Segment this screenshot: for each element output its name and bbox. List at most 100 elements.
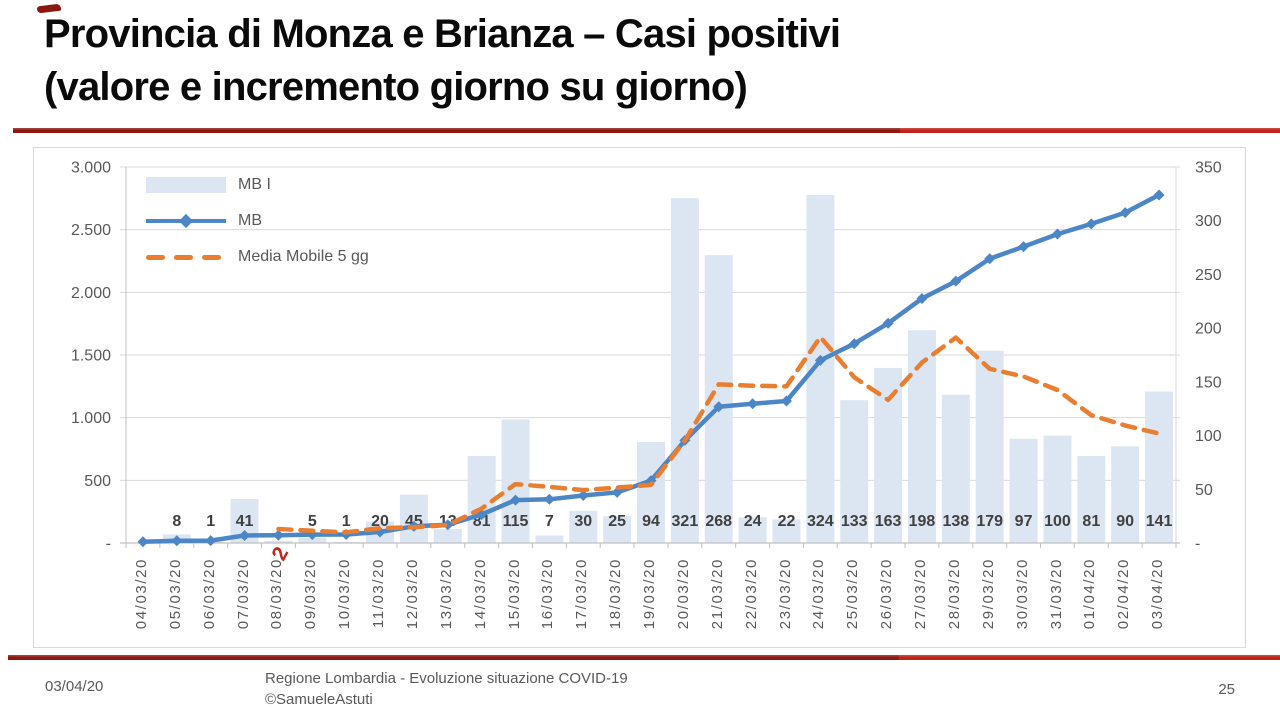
x-axis-date-label: 03/04/20 — [1149, 558, 1167, 630]
svg-text:133: 133 — [841, 513, 868, 530]
x-axis-date-label: 18/03/20 — [607, 558, 625, 630]
chart-area: 8141512045138111573025943212682422324133… — [33, 147, 1246, 648]
svg-text:50: 50 — [1195, 482, 1213, 499]
svg-text:41: 41 — [236, 513, 254, 530]
svg-text:-: - — [106, 536, 111, 553]
x-axis-date-label: 13/03/20 — [437, 558, 455, 630]
legend-label: MB — [238, 212, 262, 229]
svg-text:100: 100 — [1044, 513, 1071, 530]
svg-text:321: 321 — [672, 513, 699, 530]
svg-text:81: 81 — [1082, 513, 1100, 530]
x-axis-date-label: 09/03/20 — [302, 558, 320, 630]
svg-text:250: 250 — [1195, 267, 1222, 284]
svg-text:24: 24 — [744, 513, 762, 530]
x-axis-date-label: 20/03/20 — [674, 558, 692, 630]
left-axis-labels: - 500 1.000 1.500 2.000 2.500 3.000 — [71, 160, 111, 553]
legend-dash-segment — [174, 254, 193, 260]
svg-text:90: 90 — [1116, 513, 1134, 530]
svg-text:1.500: 1.500 — [71, 348, 111, 365]
bar-data-labels: 8141512045138111573025943212682422324133… — [172, 513, 1172, 530]
x-axis-date-label: 07/03/20 — [234, 558, 252, 630]
svg-text:138: 138 — [942, 513, 969, 530]
x-axis-date-label: 24/03/20 — [810, 558, 828, 630]
x-axis-date-label: 17/03/20 — [573, 558, 591, 630]
legend-dash-segment — [202, 254, 221, 260]
svg-text:5: 5 — [308, 513, 317, 530]
footer-source-line2: ©SamueleAstuti — [265, 691, 373, 708]
svg-text:115: 115 — [503, 513, 529, 530]
x-axis-date-label: 27/03/20 — [912, 558, 929, 630]
x-axis-date-label: 11/03/20 — [370, 558, 387, 629]
x-axis-date-label: 23/03/20 — [776, 558, 794, 630]
svg-text:150: 150 — [1195, 374, 1222, 391]
legend-line-swatch-icon — [146, 210, 226, 232]
svg-text:3.000: 3.000 — [71, 160, 111, 177]
svg-text:25: 25 — [608, 513, 626, 530]
svg-text:300: 300 — [1195, 213, 1222, 230]
svg-text:100: 100 — [1195, 428, 1222, 445]
slide-title-line2: (valore e incremento giorno su giorno) — [44, 65, 748, 109]
svg-text:97: 97 — [1015, 513, 1033, 530]
svg-text:8: 8 — [172, 513, 181, 530]
page-number: 25 — [1218, 681, 1235, 698]
x-axis-date-label: 01/04/20 — [1081, 558, 1099, 630]
svg-text:200: 200 — [1195, 321, 1222, 338]
svg-text:141: 141 — [1146, 513, 1173, 530]
x-axis-date-label: 26/03/20 — [878, 558, 896, 630]
legend-dash-segment — [146, 254, 165, 260]
x-axis-date-label: 08/03/20 — [268, 558, 286, 630]
x-axis-date-label: 31/03/20 — [1047, 558, 1065, 630]
x-axis-date-label: 02/04/20 — [1115, 558, 1133, 630]
footer-source-line1: Regione Lombardia - Evoluzione situazion… — [265, 670, 628, 687]
svg-text:198: 198 — [909, 513, 936, 530]
svg-text:163: 163 — [875, 513, 902, 530]
svg-text:268: 268 — [705, 513, 732, 530]
x-axis-date-label: 05/03/20 — [166, 558, 184, 630]
x-axis-date-label: 25/03/20 — [844, 558, 862, 630]
svg-text:22: 22 — [778, 513, 796, 530]
x-axis-date-label: 15/03/20 — [505, 558, 523, 630]
legend-dash-swatch-icon — [146, 246, 226, 268]
slide-title-line1: Provincia di Monza e Brianza – Casi posi… — [44, 12, 841, 56]
svg-text:324: 324 — [807, 513, 834, 530]
axis-lines — [120, 167, 1180, 548]
svg-text:350: 350 — [1195, 160, 1222, 177]
title-rule — [13, 128, 1280, 133]
x-axis-date-label: 22/03/20 — [742, 558, 760, 630]
legend-item-media-mobile: Media Mobile 5 gg — [146, 246, 369, 268]
footer-source: Regione Lombardia - Evoluzione situazion… — [265, 668, 628, 710]
chart-svg: 8141512045138111573025943212682422324133… — [71, 160, 1222, 553]
x-axis-date-label: 28/03/20 — [945, 558, 963, 630]
svg-text:7: 7 — [545, 513, 554, 530]
svg-text:1.000: 1.000 — [71, 410, 111, 427]
x-axis-date-label: 14/03/20 — [471, 558, 489, 630]
svg-text:1: 1 — [206, 513, 215, 530]
svg-text:2.000: 2.000 — [71, 285, 111, 302]
x-axis-date-label: 29/03/20 — [979, 558, 997, 630]
x-axis-date-label: 10/03/20 — [336, 558, 354, 630]
legend-item-mb-i: MB I — [146, 174, 369, 196]
svg-text:30: 30 — [574, 513, 592, 530]
svg-text:500: 500 — [84, 473, 111, 490]
svg-text:179: 179 — [976, 513, 1003, 530]
svg-text:94: 94 — [642, 513, 660, 530]
svg-text:2.500: 2.500 — [71, 222, 111, 239]
chart-legend: MB I MB Media Mobile 5 gg — [146, 174, 369, 268]
x-axis-date-label: 21/03/20 — [708, 558, 726, 630]
legend-label: MB I — [238, 176, 271, 193]
legend-item-mb: MB — [146, 210, 369, 232]
svg-text:-: - — [1195, 536, 1200, 553]
footer-rule — [8, 655, 1280, 660]
footer-date: 03/04/20 — [45, 678, 104, 695]
legend-bar-swatch-icon — [146, 174, 226, 196]
x-axis-date-label: 16/03/20 — [539, 558, 557, 630]
x-axis-date-label: 30/03/20 — [1013, 558, 1031, 630]
x-axis-date-label: 06/03/20 — [200, 558, 218, 630]
media-mobile-line — [276, 334, 1162, 535]
x-axis-date-label: 12/03/20 — [403, 558, 421, 630]
slide-title: Provincia di Monza e Brianza – Casi posi… — [44, 8, 1224, 114]
x-axis-date-label: 04/03/20 — [132, 558, 150, 630]
svg-text:20: 20 — [371, 513, 389, 530]
right-axis-labels: - 50 100 150 200 250 300 350 — [1195, 160, 1222, 553]
